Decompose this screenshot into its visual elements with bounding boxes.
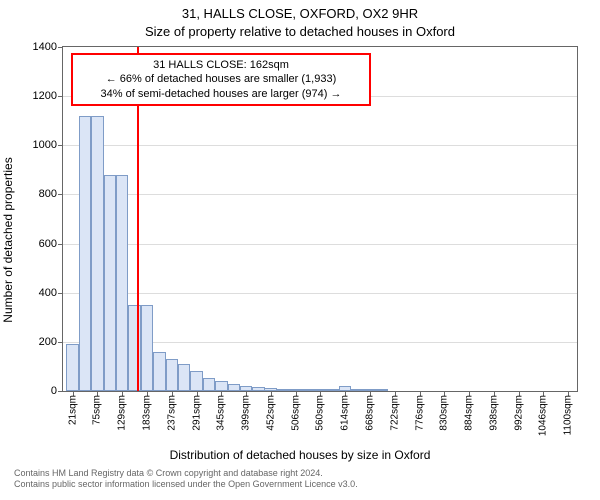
histogram-bar: [190, 371, 202, 391]
ytick-label: 200: [39, 336, 57, 348]
xtick-label: 614sqm: [340, 395, 351, 431]
footer-line1: Contains HM Land Registry data © Crown c…: [14, 468, 358, 479]
ytick-label: 1200: [33, 90, 57, 102]
xtick-label: 506sqm: [290, 395, 301, 431]
histogram-bar: [301, 389, 313, 391]
xtick-label: 291sqm: [191, 395, 202, 431]
histogram-bar: [203, 378, 215, 392]
histogram-bar: [178, 364, 190, 391]
xtick-label: 21sqm: [67, 395, 78, 425]
histogram-bar: [351, 389, 363, 391]
xtick-label: 75sqm: [92, 395, 103, 425]
histogram-bar: [326, 389, 338, 391]
histogram-bar: [66, 344, 78, 391]
ytick-mark: [58, 391, 63, 392]
footer-attribution: Contains HM Land Registry data © Crown c…: [14, 468, 358, 491]
xtick-label: 722sqm: [389, 395, 400, 431]
histogram-bar: [104, 175, 116, 391]
xtick-label: 938sqm: [488, 395, 499, 431]
ytick-mark: [58, 244, 63, 245]
chart-container: 31, HALLS CLOSE, OXFORD, OX2 9HR Size of…: [0, 0, 600, 500]
annotation-line2: ← 66% of detached houses are smaller (1,…: [79, 72, 363, 86]
annotation-line1: 31 HALLS CLOSE: 162sqm: [79, 58, 363, 72]
histogram-bar: [166, 359, 178, 391]
xtick-label: 129sqm: [117, 395, 128, 431]
chart-title-line2: Size of property relative to detached ho…: [0, 24, 600, 39]
xtick-label: 1100sqm: [563, 395, 574, 435]
ytick-label: 1000: [33, 139, 57, 151]
ytick-label: 800: [39, 188, 57, 200]
xtick-label: 884sqm: [464, 395, 475, 431]
histogram-bar: [252, 387, 264, 391]
footer-line2: Contains public sector information licen…: [14, 479, 358, 490]
ytick-label: 0: [51, 385, 57, 397]
ytick-mark: [58, 145, 63, 146]
ytick-mark: [58, 342, 63, 343]
y-axis-label: Number of detached properties: [1, 157, 15, 322]
chart-title-line1: 31, HALLS CLOSE, OXFORD, OX2 9HR: [0, 6, 600, 21]
ytick-label: 600: [39, 238, 57, 250]
gridline: [63, 293, 577, 294]
xtick-label: 345sqm: [216, 395, 227, 431]
annotation-line3: 34% of semi-detached houses are larger (…: [79, 87, 363, 101]
histogram-bar: [141, 305, 153, 391]
histogram-bar: [215, 381, 227, 391]
gridline: [63, 194, 577, 195]
xtick-label: 830sqm: [439, 395, 450, 431]
gridline: [63, 145, 577, 146]
histogram-bar: [228, 384, 240, 391]
xtick-label: 237sqm: [166, 395, 177, 431]
ytick-mark: [58, 293, 63, 294]
histogram-bar: [79, 116, 91, 391]
xtick-label: 1046sqm: [538, 395, 549, 436]
xtick-label: 668sqm: [365, 395, 376, 431]
xtick-label: 776sqm: [414, 395, 425, 431]
xtick-label: 992sqm: [513, 395, 524, 431]
ytick-mark: [58, 96, 63, 97]
histogram-bar: [116, 175, 128, 391]
xtick-label: 452sqm: [265, 395, 276, 431]
annotation-box: 31 HALLS CLOSE: 162sqm← 66% of detached …: [71, 53, 371, 106]
ytick-mark: [58, 194, 63, 195]
xtick-label: 183sqm: [141, 395, 152, 431]
histogram-bar: [91, 116, 103, 391]
ytick-label: 400: [39, 287, 57, 299]
histogram-bar: [153, 352, 165, 391]
ytick-label: 1400: [33, 41, 57, 53]
plot-area: 020040060080010001200140021sqm75sqm129sq…: [62, 46, 578, 392]
histogram-bar: [277, 389, 289, 391]
gridline: [63, 244, 577, 245]
x-axis-label: Distribution of detached houses by size …: [0, 448, 600, 462]
xtick-label: 560sqm: [315, 395, 326, 431]
ytick-mark: [58, 47, 63, 48]
xtick-label: 399sqm: [241, 395, 252, 431]
histogram-bar: [376, 389, 388, 391]
